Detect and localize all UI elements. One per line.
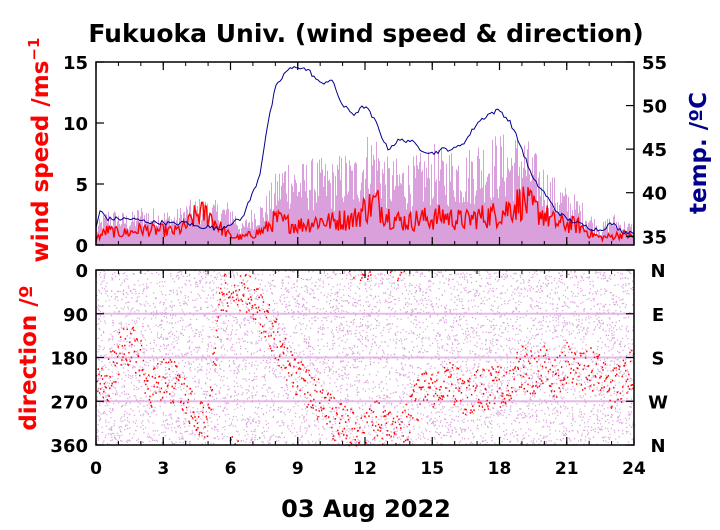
x-tick-label: 3 xyxy=(157,459,169,479)
x-tick-label: 15 xyxy=(420,459,444,479)
temperature-series xyxy=(95,65,635,235)
wind-tick-label: 0 xyxy=(75,236,88,257)
date-label: 03 Aug 2022 xyxy=(281,495,451,523)
temp-tick-label: 40 xyxy=(642,184,667,205)
x-tick-label: 9 xyxy=(292,459,304,479)
x-tick-label: 24 xyxy=(622,459,646,479)
direction-scatter-lilac xyxy=(96,269,636,446)
wind-mean-line xyxy=(95,186,634,243)
direction-tick-label: 360 xyxy=(50,436,88,457)
x-tick-label: 12 xyxy=(353,459,377,479)
direction-tick-label: 0 xyxy=(75,261,88,282)
temp-tick-label: 55 xyxy=(642,53,667,74)
temperature-line xyxy=(95,65,635,235)
direction-ylabel: direction /º xyxy=(16,285,42,430)
wind-ylabel: wind speed /ms−1 xyxy=(25,38,54,263)
temp-tick-label: 50 xyxy=(642,97,667,118)
chart-title: Fukuoka Univ. (wind speed & direction) xyxy=(88,19,643,48)
wind-mean-series xyxy=(95,186,634,243)
wind-tick-label: 10 xyxy=(63,114,88,135)
wind-tick-label: 5 xyxy=(75,175,88,196)
axes-group: 0 3 6 9 12 15 18 21 24 0 5 10 15 35 40 45 50 55 0 N 90 E 180 S 2… xyxy=(50,53,668,479)
direction-tick-label: 270 xyxy=(50,392,88,413)
temperature-ylabel: temp. /ºC xyxy=(686,92,712,214)
direction-tick-label: 180 xyxy=(50,349,88,370)
wind-tick-label: 15 xyxy=(63,53,88,74)
direction-tick-label: 90 xyxy=(63,305,88,326)
x-tick-label: 18 xyxy=(488,459,512,479)
temp-tick-label: 45 xyxy=(642,140,667,161)
compass-label: N xyxy=(650,436,665,457)
compass-label: E xyxy=(652,305,664,326)
direction-scatter-series xyxy=(95,269,636,447)
x-tick-label: 6 xyxy=(225,459,237,479)
x-tick-label: 0 xyxy=(90,459,102,479)
compass-label: N xyxy=(650,261,665,282)
temp-tick-label: 35 xyxy=(642,227,667,248)
compass-label: S xyxy=(652,349,665,370)
x-tick-label: 21 xyxy=(555,459,579,479)
compass-label: W xyxy=(648,392,668,413)
